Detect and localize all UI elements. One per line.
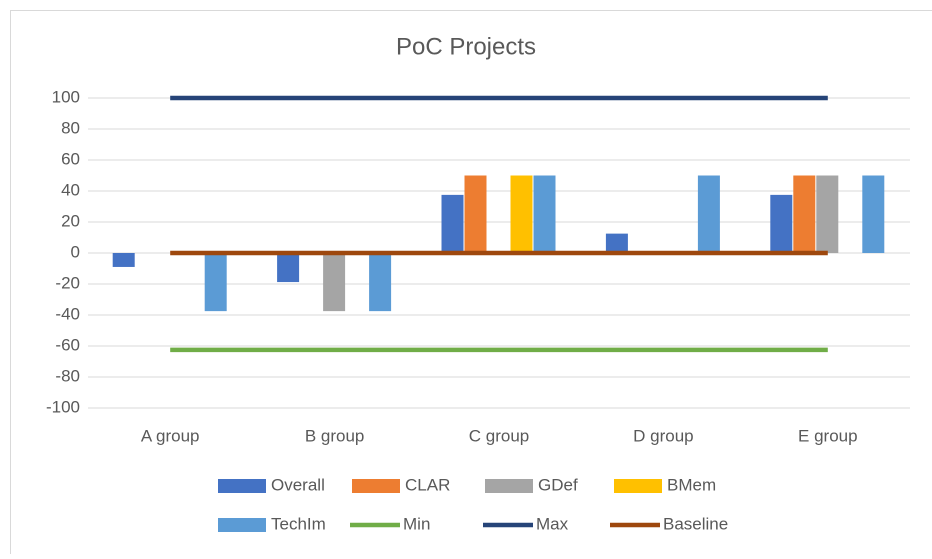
x-tick-label: E group [798, 426, 858, 445]
y-tick-label: 40 [61, 180, 80, 199]
legend-swatch [218, 518, 266, 532]
legend-swatch [352, 479, 400, 493]
x-tick-label: D group [633, 426, 693, 445]
legend-label: Baseline [663, 514, 728, 533]
bar [277, 253, 299, 282]
legend-label: Overall [271, 475, 325, 494]
legend-swatch [485, 479, 533, 493]
y-tick-label: 80 [61, 118, 80, 137]
y-tick-label: -20 [55, 273, 80, 292]
bar [511, 176, 533, 254]
legend-label: CLAR [405, 475, 450, 494]
x-tick-label: A group [141, 426, 200, 445]
bar [323, 253, 345, 311]
legend-label: Min [403, 514, 430, 533]
chart-border [11, 11, 932, 555]
bar [770, 195, 792, 253]
x-tick-label: B group [305, 426, 365, 445]
legend-swatch [614, 479, 662, 493]
y-tick-label: 0 [71, 242, 80, 261]
chart-title: PoC Projects [396, 33, 536, 60]
legend-label: GDef [538, 475, 578, 494]
legend-label: TechIm [271, 514, 326, 533]
bar [816, 176, 838, 254]
legend-label: BMem [667, 475, 716, 494]
legend-label: Max [536, 514, 569, 533]
bar [205, 253, 227, 311]
legend-swatch [218, 479, 266, 493]
y-tick-label: -40 [55, 304, 80, 323]
bar [534, 176, 556, 254]
bar [113, 253, 135, 267]
bar [698, 176, 720, 254]
bar [793, 176, 815, 254]
y-tick-label: -80 [55, 366, 80, 385]
bar [862, 176, 884, 254]
y-tick-label: -60 [55, 335, 80, 354]
bar [369, 253, 391, 311]
bar [442, 195, 464, 253]
x-tick-label: C group [469, 426, 529, 445]
bar [465, 176, 487, 254]
y-tick-label: 20 [61, 211, 80, 230]
y-tick-label: 60 [61, 149, 80, 168]
y-tick-label: 100 [52, 87, 80, 106]
y-tick-label: -100 [46, 397, 80, 416]
bar [606, 234, 628, 253]
